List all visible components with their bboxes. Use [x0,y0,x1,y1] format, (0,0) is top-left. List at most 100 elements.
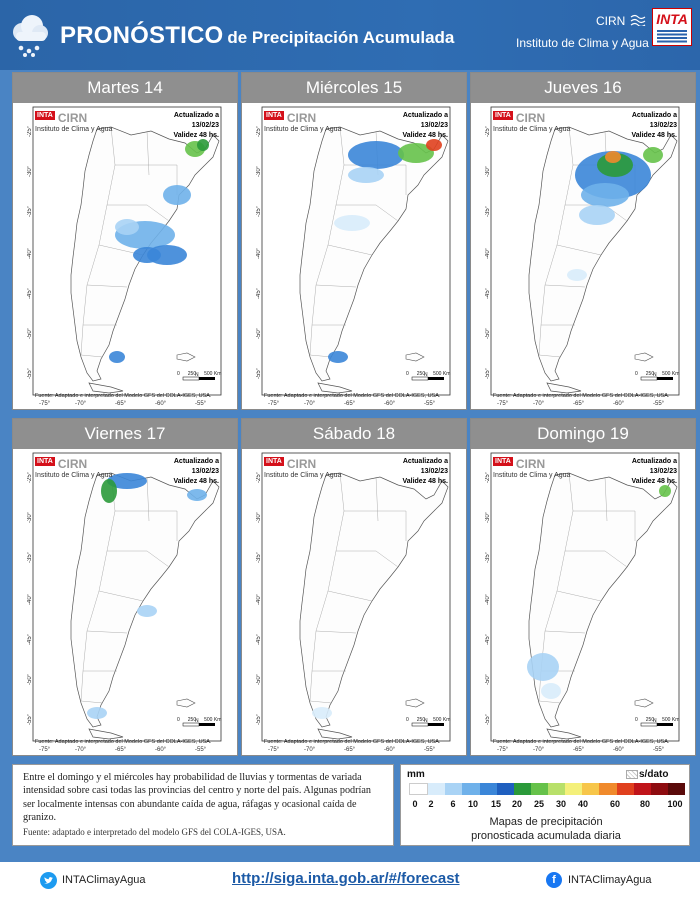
forecast-panel: Sábado 18 -25° -30° -35° -40° -45° -50° -55° -7… [241,418,467,756]
lat-label: -35° [27,551,33,563]
rain-area [163,185,191,205]
lat-label: -55° [256,367,262,379]
legend-caption: Mapas de precipitación pronosticada acum… [401,815,691,843]
lon-label: -65° [115,747,127,751]
rain-area [137,605,157,617]
map-logo-sub: Instituto de Clima y Agua [493,472,571,479]
scale-label: 0 [177,717,180,723]
legend-tick: 80 [639,799,651,809]
map-update-info: Actualizado a 13/02/23 Validez 48 hs. [147,457,219,487]
lon-label: -75° [268,747,280,751]
scale-label: 0 [406,371,409,377]
lat-label: -45° [27,287,33,299]
forecast-url-link[interactable]: http://siga.inta.gob.ar/#/forecast [232,870,460,887]
lat-label: -25° [256,125,262,137]
scale-labels: 0 250 500 Km [635,717,679,723]
svg-text:N: N [195,372,199,378]
scale-labels: 0 250 500 Km [635,371,679,377]
legend-swatch [650,783,668,795]
twitter-icon[interactable] [40,872,57,889]
lat-label: -50° [27,327,33,339]
lat-label: -45° [256,633,262,645]
map-scale: N 0 250 500 Km [406,717,450,727]
legend-swatch [409,783,429,795]
lon-label: -55° [424,401,436,405]
precip-map: -25° -30° -35° -40° -45° -50° -55° -75° -70° -65°… [256,105,452,405]
scale-labels: 0 250 500 Km [177,717,221,723]
legend-swatch [565,783,583,795]
malvinas [176,352,196,362]
map-logo: INTA CIRN Instituto de Clima y Agua [264,111,341,133]
legend-swatch [582,783,600,795]
lat-label: -45° [485,287,491,299]
map-logo-cirn: CIRN [57,111,88,125]
scale-label: 250 [645,371,655,377]
map-validity: Validez 48 hs. [173,478,219,485]
rain-area [334,215,370,231]
rain-area [101,479,117,503]
facebook-icon[interactable]: f [546,872,562,888]
lon-label: -70° [304,747,316,751]
rain-area [107,473,147,489]
scale-bar: N [182,718,215,727]
map-scale: N 0 250 500 Km [406,371,450,381]
map-validity: Validez 48 hs. [402,132,448,139]
province-lines [80,126,178,358]
day-label: Sábado 18 [242,419,466,449]
rain-area [109,351,125,363]
lat-label: -50° [485,673,491,685]
scale-bar: N [182,372,215,381]
map-logo-cirn: CIRN [515,111,546,125]
rain-area [659,485,671,497]
precip-map: -25° -30° -35° -40° -45° -50° -55° -75° -70° -65°… [27,451,223,751]
lat-label: -25° [485,471,491,483]
rain-area [567,269,587,281]
map-logo-cirn: CIRN [286,111,317,125]
scale-label: 250 [187,371,197,377]
legend-swatch [496,783,514,795]
lat-label: -35° [485,551,491,563]
nodata-swatch [626,770,638,779]
legend-swatch [548,783,566,795]
lon-label: -55° [653,401,665,405]
rain-area [581,183,629,207]
scale-label: 500 Km [662,717,680,723]
rain-area [348,167,384,183]
day-label: Domingo 19 [471,419,695,449]
map-updated: Actualizado a 13/02/23 [173,458,219,475]
twitter-handle[interactable]: INTAClimayAgua [62,874,146,886]
legend-nodata: s/dato [639,769,669,780]
lat-label: -35° [27,205,33,217]
precip-map: -25° -30° -35° -40° -45° -50° -55° -75° -70° -65°… [27,105,223,405]
rain-cloud-icon [13,15,48,57]
map-source: Fuente: Adaptado e interpretado del Mode… [35,393,212,399]
page-title: PRONÓSTICO de Precipitación Acumulada [60,22,454,50]
rain-area [197,139,209,151]
rain-area [541,683,561,699]
forecast-panel: Jueves 16 -25° -30° -35° -40° -45° -50° -55° -7… [470,72,696,410]
scale-label: 500 Km [204,717,222,723]
map-logo-sub: Instituto de Clima y Agua [35,472,113,479]
lon-label: -75° [497,401,509,405]
scale-label: 250 [416,717,426,723]
legend-tick: 2 [428,799,434,809]
legend-color-bar [409,783,685,795]
legend-swatch [462,783,480,795]
lon-label: -65° [344,401,356,405]
tierra-del-fuego [88,382,124,394]
map-scale: N 0 250 500 Km [635,371,679,381]
footer-bar: INTAClimayAgua http://siga.inta.gob.ar/#… [0,862,700,900]
lat-label: -50° [256,327,262,339]
lon-label: -75° [39,747,51,751]
legend-swatch [445,783,463,795]
lat-label: -30° [256,165,262,177]
lat-label: -30° [485,165,491,177]
legend-tick: 30 [555,799,567,809]
lon-label: -60° [155,401,167,405]
facebook-handle[interactable]: INTAClimayAgua [568,874,652,886]
scale-label: 0 [635,371,638,377]
rain-area [643,147,663,163]
map-scale: N 0 250 500 Km [635,717,679,727]
lon-label: -60° [384,747,396,751]
lat-label: -40° [256,247,262,259]
